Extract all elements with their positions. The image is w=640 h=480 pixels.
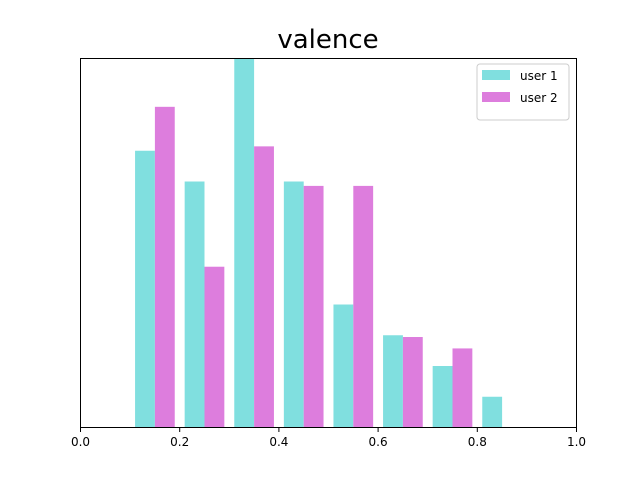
bar-user-2-3 — [303, 185, 324, 428]
plot-frame — [80, 58, 577, 428]
bar-user-1-7 — [482, 396, 503, 428]
bar-user-1-2 — [234, 58, 255, 428]
bar-user-2-4 — [353, 185, 374, 428]
bar-user-1-4 — [333, 304, 354, 428]
bar-user-2-1 — [204, 266, 225, 428]
bar-user-1-0 — [135, 150, 155, 428]
bar-user-2-5 — [402, 337, 423, 428]
bar-user-2-6 — [452, 348, 473, 428]
x-tick-label-3: 0.6 — [369, 435, 388, 449]
x-tick-label-1: 0.2 — [170, 435, 189, 449]
bars-group — [135, 58, 503, 428]
x-tick-label-0: 0.0 — [71, 435, 90, 449]
chart-title: valence — [277, 25, 378, 55]
bar-user-2-2 — [254, 146, 274, 428]
x-tick-label-2: 0.4 — [269, 435, 288, 449]
x-tick-label-5: 1.0 — [567, 435, 586, 449]
bar-user-2-0 — [154, 106, 175, 428]
x-axis: 0.0 0.2 0.4 0.6 0.8 1.0 — [71, 427, 586, 449]
legend: user 1 user 2 — [476, 63, 570, 121]
legend-swatch-1 — [482, 92, 510, 102]
legend-label-0: user 1 — [520, 69, 558, 83]
bar-user-1-5 — [383, 335, 403, 428]
legend-label-1: user 2 — [520, 91, 558, 105]
bar-user-1-6 — [432, 366, 453, 428]
legend-swatch-0 — [482, 70, 510, 80]
x-tick-label-4: 0.8 — [468, 435, 487, 449]
bar-user-1-3 — [283, 181, 304, 428]
bar-user-1-1 — [184, 181, 205, 428]
